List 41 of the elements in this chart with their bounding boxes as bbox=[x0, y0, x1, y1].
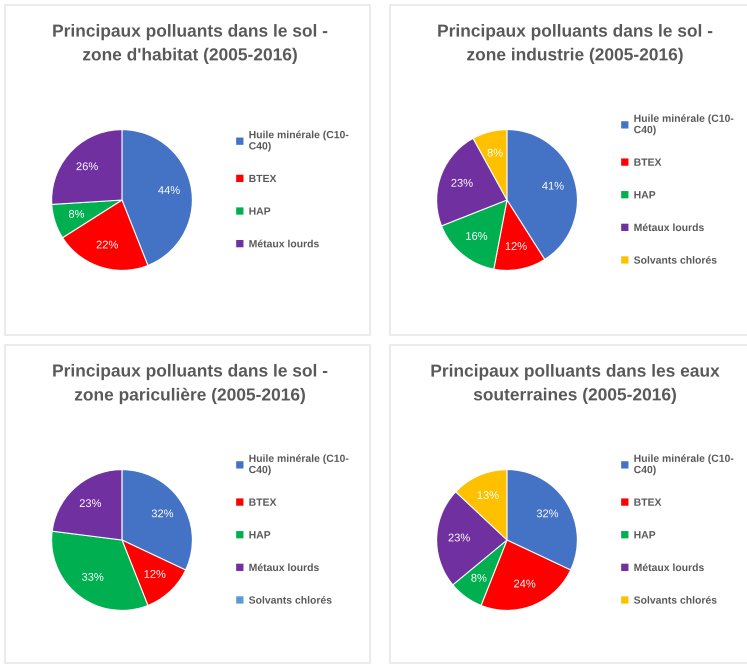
legend-label: Huile minérale (C10- C40) bbox=[634, 114, 734, 136]
data-label: 23% bbox=[80, 499, 102, 508]
legend-label: Huile minérale (C10- C40) bbox=[634, 454, 734, 476]
legend-label: Métaux lourds bbox=[634, 563, 704, 572]
data-label: 8% bbox=[68, 210, 84, 218]
legend-label: BTEX bbox=[634, 158, 662, 166]
data-label: 13% bbox=[478, 491, 499, 500]
data-label: 22% bbox=[96, 240, 118, 248]
legend-label: HAP bbox=[249, 207, 270, 215]
data-label: 33% bbox=[82, 572, 104, 581]
legend-label: HAP bbox=[249, 531, 270, 538]
legend-label: HAP bbox=[634, 191, 656, 198]
data-label: 12% bbox=[506, 242, 527, 250]
data-label: 32% bbox=[536, 509, 558, 518]
legend-label: Solvants chlorés bbox=[634, 256, 717, 264]
legend-label: BTEX bbox=[249, 174, 276, 182]
data-label: 24% bbox=[514, 580, 536, 588]
data-label: 26% bbox=[76, 162, 98, 170]
legend-label: Huile minérale (C10- C40) bbox=[249, 130, 348, 152]
data-label: 8% bbox=[488, 148, 503, 157]
chart-title: Principaux polluants dans le sol - zone pariculière (2005-2016) bbox=[53, 364, 328, 404]
data-label: 23% bbox=[451, 178, 473, 187]
data-label: 32% bbox=[152, 509, 174, 518]
legend-label: Solvants chlorés bbox=[248, 596, 332, 604]
data-label: 41% bbox=[542, 182, 564, 190]
data-label: 8% bbox=[471, 574, 486, 582]
data-label: 44% bbox=[158, 186, 180, 194]
chart-title: Principaux polluants dans le sol - zone d'habitat (2005-2016) bbox=[53, 24, 328, 64]
legend-label: Huile minérale (C10- C40) bbox=[249, 454, 348, 476]
legend-label: Solvants chlorés bbox=[634, 596, 717, 604]
legend-label: Métaux lourds bbox=[634, 223, 704, 232]
chart-title: Principaux polluants dans le sol - zone industrie (2005-2016) bbox=[438, 24, 712, 64]
data-label: 16% bbox=[466, 232, 488, 240]
legend-label: BTEX bbox=[249, 498, 276, 506]
legend-label: Métaux lourds bbox=[249, 563, 319, 572]
data-label: 23% bbox=[448, 534, 470, 542]
legend-label: Métaux lourds bbox=[249, 240, 319, 248]
data-label: 12% bbox=[144, 570, 166, 578]
chart-title: Principaux polluants dans les eaux souterraines (2005-2016) bbox=[431, 364, 720, 404]
legend-label: HAP bbox=[634, 531, 656, 538]
legend-label: BTEX bbox=[634, 498, 662, 506]
